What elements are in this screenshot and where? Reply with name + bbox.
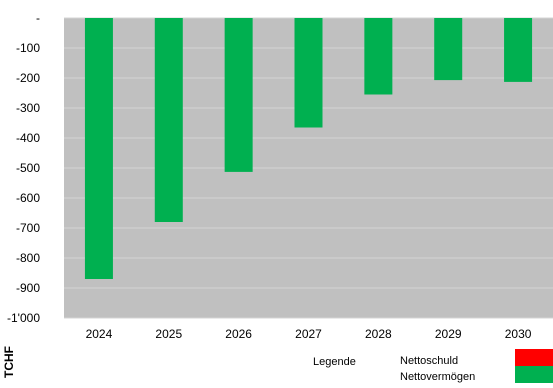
legend-entry-label: Nettoschuld [400, 355, 458, 367]
y-tick-label: -500 [16, 161, 40, 175]
x-tick-label: 2029 [435, 327, 462, 341]
legend: Legende Nettoschuld Nettovermögen [313, 349, 553, 383]
x-tick-label: 2028 [365, 327, 392, 341]
y-tick-label: -100 [16, 41, 40, 55]
legend-swatch [515, 349, 553, 366]
legend-entry-label: Nettovermögen [400, 371, 475, 383]
y-axis-label: TCHF [2, 346, 16, 378]
bar [504, 18, 533, 82]
y-tick-label: -1'000 [7, 311, 40, 325]
x-axis-ticks: 2024 2025 2026 2027 2028 2029 2030 [86, 327, 532, 341]
x-tick-label: 2030 [505, 327, 532, 341]
y-axis-ticks: - -100 -200 -300 -400 -500 -600 -700 -800 -900 -1'… [7, 11, 40, 325]
bar [434, 18, 463, 81]
bars [84, 18, 533, 279]
x-tick-label: 2025 [155, 327, 182, 341]
bar [294, 18, 323, 128]
bar [154, 18, 183, 222]
x-tick-label: 2024 [86, 327, 113, 341]
y-tick-label: -900 [16, 281, 40, 295]
bar [84, 18, 113, 279]
x-tick-label: 2027 [295, 327, 322, 341]
legend-swatch [515, 366, 553, 383]
y-tick-label: -800 [16, 251, 40, 265]
legend-entries: Nettoschuld Nettovermögen [400, 349, 553, 383]
legend-title: Legende [313, 356, 356, 368]
bar [224, 18, 253, 172]
y-tick-label: -400 [16, 131, 40, 145]
y-tick-label: -300 [16, 101, 40, 115]
bar [364, 18, 393, 95]
y-tick-label: -200 [16, 71, 40, 85]
y-tick-label: -700 [16, 221, 40, 235]
x-tick-label: 2026 [225, 327, 252, 341]
y-tick-label: -600 [16, 191, 40, 205]
y-tick-label: - [36, 11, 40, 25]
